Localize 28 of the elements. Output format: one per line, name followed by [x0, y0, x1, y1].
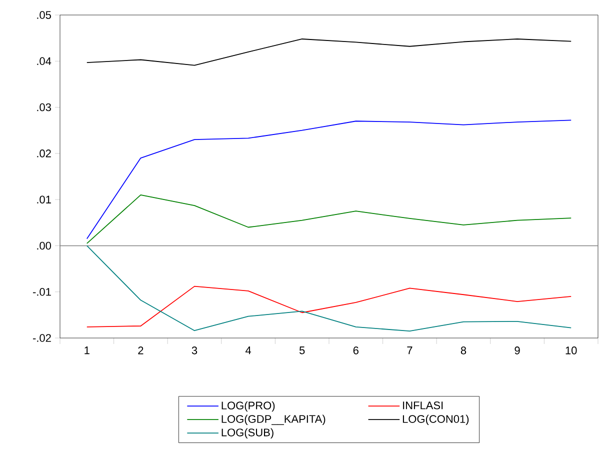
x-tick-label: 1: [84, 346, 90, 354]
x-tick-label: 7: [407, 346, 412, 354]
y-tick-label: .01: [37, 196, 51, 204]
legend-label: INFLASI: [403, 401, 443, 410]
line-series: [86, 194, 572, 244]
x-tick-label: 5: [299, 346, 305, 354]
y-tick-label: .02: [37, 150, 51, 158]
legend-label: LOG(CON01): [402, 414, 469, 426]
legend-label: LOG(SUB): [222, 428, 274, 439]
y-tick-label: .04: [37, 57, 52, 66]
line-series: [86, 38, 572, 66]
legend-label: LOG(GDP__KAPITA): [222, 414, 326, 426]
line-series: [86, 120, 572, 240]
x-tick-label: 2: [138, 346, 144, 354]
y-tick-label: .03: [37, 103, 51, 112]
x-tick-label: 8: [460, 346, 466, 354]
y-tick-label: -.01: [33, 288, 51, 296]
x-tick-label: 3: [192, 346, 198, 354]
line-series: [86, 286, 572, 328]
x-tick-label: 6: [353, 346, 358, 354]
y-tick-label: .05: [37, 11, 51, 19]
line-series: [86, 245, 572, 332]
x-tick-label: 10: [566, 346, 577, 354]
x-tick-label: 9: [514, 346, 520, 354]
x-tick-label: 4: [245, 346, 252, 354]
y-tick-label: -.02: [33, 334, 51, 342]
legend-label: LOG(PRO): [222, 401, 275, 412]
y-tick-label: .00: [37, 242, 52, 250]
